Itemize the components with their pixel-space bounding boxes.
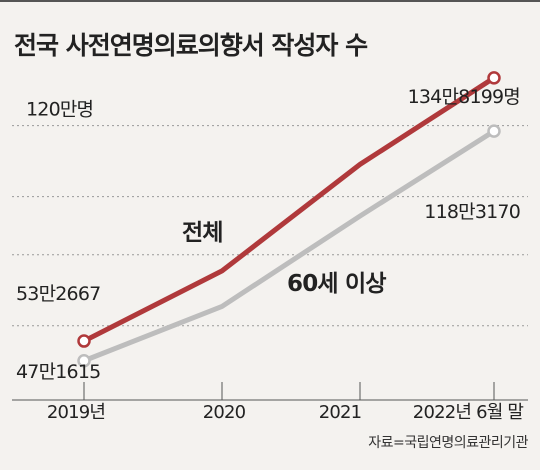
x-tick-label-3: 2022년 6월 말 [413, 402, 524, 423]
series-line-1 [81, 128, 497, 364]
data-label-over60-2019: 47만1615 [16, 361, 100, 383]
series-name-over60: 60세 이상 [287, 271, 386, 297]
data-label-total-2019: 53만2667 [16, 283, 100, 305]
x-tick-label-1: 2020 [203, 402, 246, 423]
series-line-0 [81, 75, 497, 344]
data-label-total-2022: 134만8199명 [408, 86, 520, 108]
series-1-point-3 [487, 124, 501, 138]
source-note: 자료=국립연명의료관리기관 [368, 435, 528, 451]
data-label-over60-2022: 118만3170 [424, 201, 520, 223]
series-0-point-0 [77, 334, 91, 348]
gridlines [12, 125, 528, 327]
series-name-total: 전체 [182, 220, 223, 246]
x-ticks: 2019년 2020 2021 2022년 6월 말 [12, 382, 528, 423]
series-1-point-0 [77, 354, 91, 368]
gridline-label: 120만명 [26, 99, 93, 121]
x-tick-label-0: 2019년 [47, 402, 105, 423]
chart-title: 전국 사전연명의료의향서 작성자 수 [14, 31, 368, 60]
series-lines [77, 71, 501, 368]
series-0-point-3 [487, 71, 501, 85]
x-tick-label-2: 2021 [319, 402, 362, 423]
top-rule [0, 0, 540, 2]
